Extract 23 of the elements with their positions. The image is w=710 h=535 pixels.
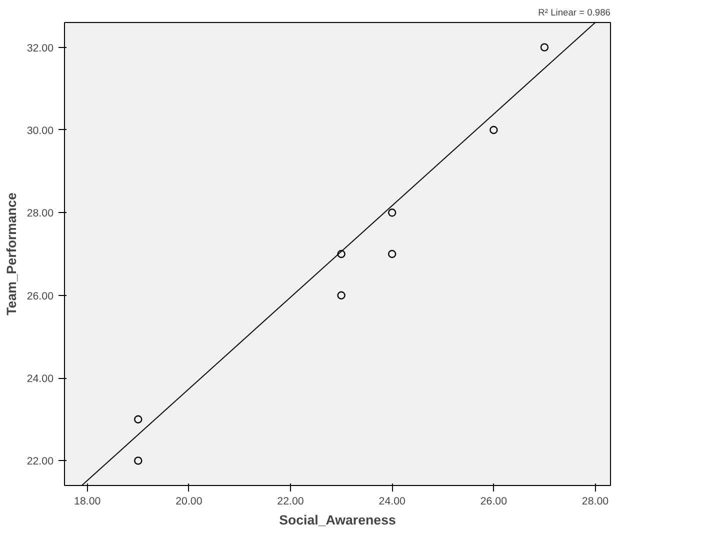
- point: [134, 456, 142, 465]
- y-tick-label: 24.00: [26, 373, 54, 386]
- y-tick-label: 22.00: [26, 456, 54, 468]
- y-axis-title: Team_Performance: [4, 192, 19, 316]
- x-tick-label: 28.00: [582, 496, 609, 508]
- x-tick-label: 22.00: [277, 496, 304, 508]
- x-tick-label: 24.00: [378, 496, 406, 508]
- point: [388, 250, 396, 258]
- x-tick-label: 20.00: [176, 496, 202, 508]
- y-tick-label: 28.00: [26, 208, 54, 220]
- y-tick-label: 30.00: [26, 124, 54, 137]
- x-tick-label: 26.00: [480, 496, 508, 508]
- point: [337, 250, 346, 258]
- x-axis-title: Social_Awareness: [279, 512, 396, 528]
- point: [540, 43, 549, 52]
- point: [388, 208, 396, 217]
- y-tick-label: 26.00: [26, 290, 54, 302]
- x-tick-label: 18.00: [74, 496, 101, 508]
- point: [490, 126, 498, 134]
- text: R² Linear = 0.986: [538, 8, 611, 18]
- point: [134, 415, 142, 424]
- point: [337, 291, 346, 300]
- y-tick-label: 32.00: [26, 42, 54, 54]
